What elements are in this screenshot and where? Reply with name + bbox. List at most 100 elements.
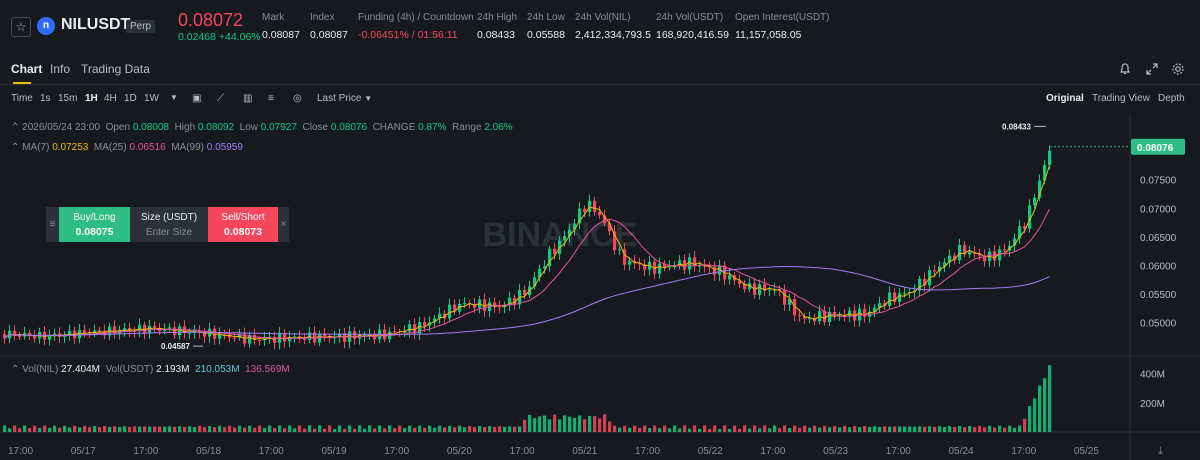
drag-handle-icon[interactable]: ≡ — [46, 207, 59, 242]
volume-bar — [853, 425, 857, 432]
volume-bar — [743, 425, 747, 432]
candle-body — [818, 311, 822, 322]
tab-info[interactable]: Info — [50, 62, 71, 76]
interval-1s[interactable]: 1s — [40, 93, 51, 104]
high-marker-label: 0.08433 — [1002, 122, 1031, 131]
interval-1d[interactable]: 1D — [124, 93, 137, 104]
volume-bar — [898, 426, 902, 432]
star-icon[interactable]: ☆ — [11, 17, 31, 37]
time-axis-label: 05/20 — [447, 446, 472, 457]
volume-bar — [3, 425, 7, 432]
candle-body — [708, 266, 712, 268]
bell-icon[interactable] — [1118, 62, 1132, 76]
volume-bar — [943, 426, 947, 432]
candle-body — [968, 251, 972, 255]
volume-bar — [763, 425, 767, 432]
candle-body — [538, 268, 542, 278]
time-axis-label: 17:00 — [133, 446, 158, 457]
chart-area[interactable]: BINANCE 0.07500 0.07000 0.06500 0.06000 0.055… — [0, 114, 1200, 460]
candle-body — [1038, 180, 1042, 198]
volume-bar — [173, 426, 177, 432]
chevron-down-icon[interactable]: ▼ — [170, 93, 178, 102]
view-depth[interactable]: Depth — [1158, 93, 1185, 104]
close-icon[interactable]: × — [278, 207, 289, 242]
volume-bar — [33, 425, 37, 432]
volume-bar — [88, 427, 92, 432]
ohlc-collapse-icon[interactable]: ⌃ — [11, 122, 20, 133]
candle-body — [643, 264, 647, 270]
buy-long-button[interactable]: Buy/Long 0.08075 — [59, 207, 130, 242]
chart-toolbar: Time 1s 15m 1H 4H 1D 1W ▼ ▣ ⟋ ▥ ≡ ◎ Last… — [0, 86, 1200, 112]
candle-body — [303, 337, 307, 340]
candle-body — [353, 331, 357, 339]
price-type-select[interactable]: Last Price ▼ — [317, 93, 373, 104]
candle-body — [563, 236, 567, 241]
symbol-name[interactable]: NILUSDT — [61, 16, 131, 33]
volume-bar — [278, 425, 282, 432]
volume-bar — [48, 427, 52, 432]
time-axis-label: 05/22 — [698, 446, 723, 457]
candle-body — [323, 334, 327, 337]
interval-1h[interactable]: 1H — [85, 93, 98, 104]
candlestick-chart[interactable]: BINANCE0.075000.070000.065000.060000.055… — [0, 114, 1200, 460]
indicator-icon[interactable]: ⟋ — [217, 93, 224, 104]
interval-15m[interactable]: 15m — [58, 93, 78, 104]
price-change: 0.02468 +44.06% — [178, 31, 261, 43]
volume-bar — [908, 426, 912, 432]
candle-body — [458, 303, 462, 312]
size-input[interactable]: Size (USDT) Enter Size — [130, 207, 208, 242]
calendar-icon[interactable]: ▣ — [192, 93, 202, 104]
candle-body — [338, 333, 342, 337]
candle-body — [163, 329, 167, 331]
candle-body — [653, 261, 657, 274]
candle-body — [313, 332, 317, 343]
volume-bar — [658, 428, 662, 432]
candle-body — [788, 299, 792, 305]
candle-body — [78, 329, 82, 339]
candle-type-icon[interactable]: ▥ — [243, 93, 253, 104]
settings-icon[interactable] — [1171, 62, 1185, 76]
volume-bar — [693, 425, 697, 432]
volume-bar — [388, 425, 392, 432]
tab-trading-data[interactable]: Trading Data — [81, 62, 150, 76]
volume-bar — [18, 428, 22, 432]
view-trading-view[interactable]: Trading View — [1092, 93, 1150, 104]
interval-time[interactable]: Time — [11, 93, 33, 104]
volume-bar — [963, 427, 967, 432]
volume-bar — [468, 425, 472, 432]
volume-bar — [483, 427, 487, 432]
sliders-icon[interactable]: ≡ — [268, 93, 274, 104]
volume-bar — [398, 425, 402, 432]
quick-trade-box: ≡ Buy/Long 0.08075 Size (USDT) Enter Siz… — [46, 207, 289, 242]
ohlc-line: ⌃ 2026/05/24 23:00 Open 0.08008 High 0.0… — [11, 122, 513, 133]
volume-bar — [338, 425, 342, 432]
candle-body — [438, 313, 442, 319]
interval-1w[interactable]: 1W — [144, 93, 159, 104]
interval-4h[interactable]: 4H — [104, 93, 117, 104]
volume-bar — [453, 427, 457, 432]
candle-body — [213, 328, 217, 339]
volume-bar — [623, 425, 627, 432]
sell-short-button[interactable]: Sell/Short 0.08073 — [208, 207, 278, 242]
expand-icon[interactable] — [1145, 62, 1159, 76]
view-original[interactable]: Original — [1046, 93, 1084, 104]
volume-bar — [748, 428, 752, 432]
volume-bar — [383, 428, 387, 432]
time-axis-label: 05/21 — [572, 446, 597, 457]
volume-bar — [543, 415, 547, 432]
candle-body — [1028, 205, 1032, 229]
volume-bar — [273, 428, 277, 432]
candle-body — [718, 265, 722, 275]
volume-collapse-icon[interactable]: ⌃ — [11, 364, 20, 375]
volume-bar — [243, 427, 247, 432]
candle-body — [688, 257, 692, 270]
candle-body — [88, 333, 92, 335]
volume-bar — [208, 425, 212, 432]
template-icon[interactable]: ◎ — [293, 93, 302, 104]
volume-bar — [978, 425, 982, 432]
volume-bar — [1003, 427, 1007, 432]
candle-body — [873, 307, 877, 312]
ma-collapse-icon[interactable]: ⌃ — [11, 142, 20, 153]
tab-chart[interactable]: Chart — [11, 62, 43, 76]
volume-bar — [783, 425, 787, 432]
